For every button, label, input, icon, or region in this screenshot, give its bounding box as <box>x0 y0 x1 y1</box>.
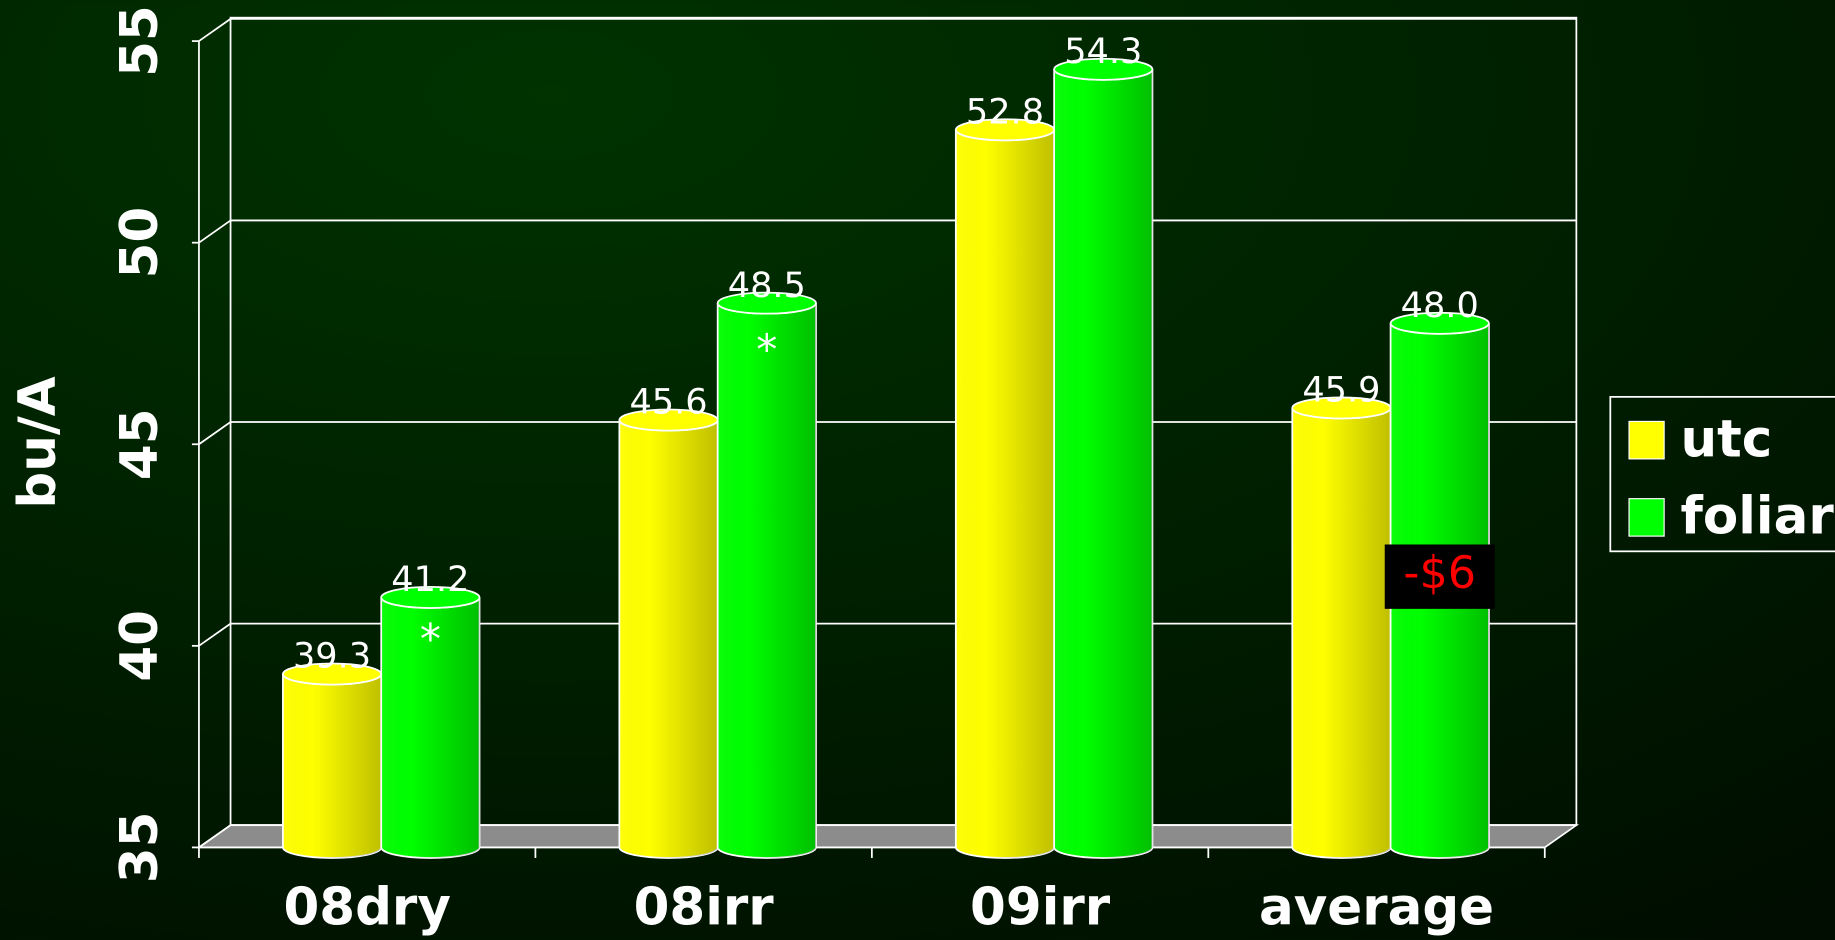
data-label: 41.2 <box>391 559 469 600</box>
legend-label: utc <box>1681 409 1773 469</box>
y-tick-diagonal <box>198 219 232 244</box>
annotation-box <box>1384 544 1495 609</box>
x-tick-label: 09irr <box>970 878 1111 938</box>
bar-shade <box>1054 69 1153 858</box>
bar-top <box>1389 311 1490 335</box>
data-label: 52.8 <box>966 91 1044 132</box>
bar-top <box>716 291 817 315</box>
bar-top <box>1053 57 1154 81</box>
bar-shade <box>282 674 382 858</box>
data-label: 45.9 <box>1302 370 1380 411</box>
y-axis-label: bu/A <box>8 376 68 508</box>
data-label: 48.0 <box>1401 285 1479 326</box>
bar-shade <box>619 420 718 858</box>
annotation: -$6 <box>1403 548 1476 599</box>
data-label: 45.6 <box>629 382 707 423</box>
y-tick-label: 55 <box>110 5 170 77</box>
legend-swatch <box>1628 420 1665 460</box>
y-tick-label: 35 <box>110 812 170 884</box>
x-tick-label: 08irr <box>634 878 775 938</box>
bar-shade <box>1292 407 1391 858</box>
annotation: * <box>420 614 441 663</box>
bar-shade <box>717 303 816 858</box>
data-label: 54.3 <box>1064 31 1142 72</box>
y-tick-diagonal <box>198 824 232 849</box>
x-tick-label: average <box>1259 878 1494 938</box>
y-tick-label: 50 <box>110 207 170 279</box>
y-tick-diagonal <box>198 421 232 445</box>
legend-label: foliar <box>1681 487 1835 547</box>
annotation: * <box>756 325 777 374</box>
x-tick-label: 08dry <box>283 878 450 938</box>
y-tick-diagonal <box>198 18 232 42</box>
bar-top <box>380 586 481 609</box>
bar-shade <box>381 597 480 858</box>
data-label: 39.3 <box>293 636 371 677</box>
y-tick-label: 40 <box>110 610 170 682</box>
bar-shade <box>955 129 1055 858</box>
legend-box <box>1609 395 1835 553</box>
y-tick-label: 45 <box>110 408 170 480</box>
y-tick-diagonal <box>198 622 232 647</box>
data-label: 48.5 <box>728 265 806 306</box>
legend-swatch <box>1628 498 1665 537</box>
